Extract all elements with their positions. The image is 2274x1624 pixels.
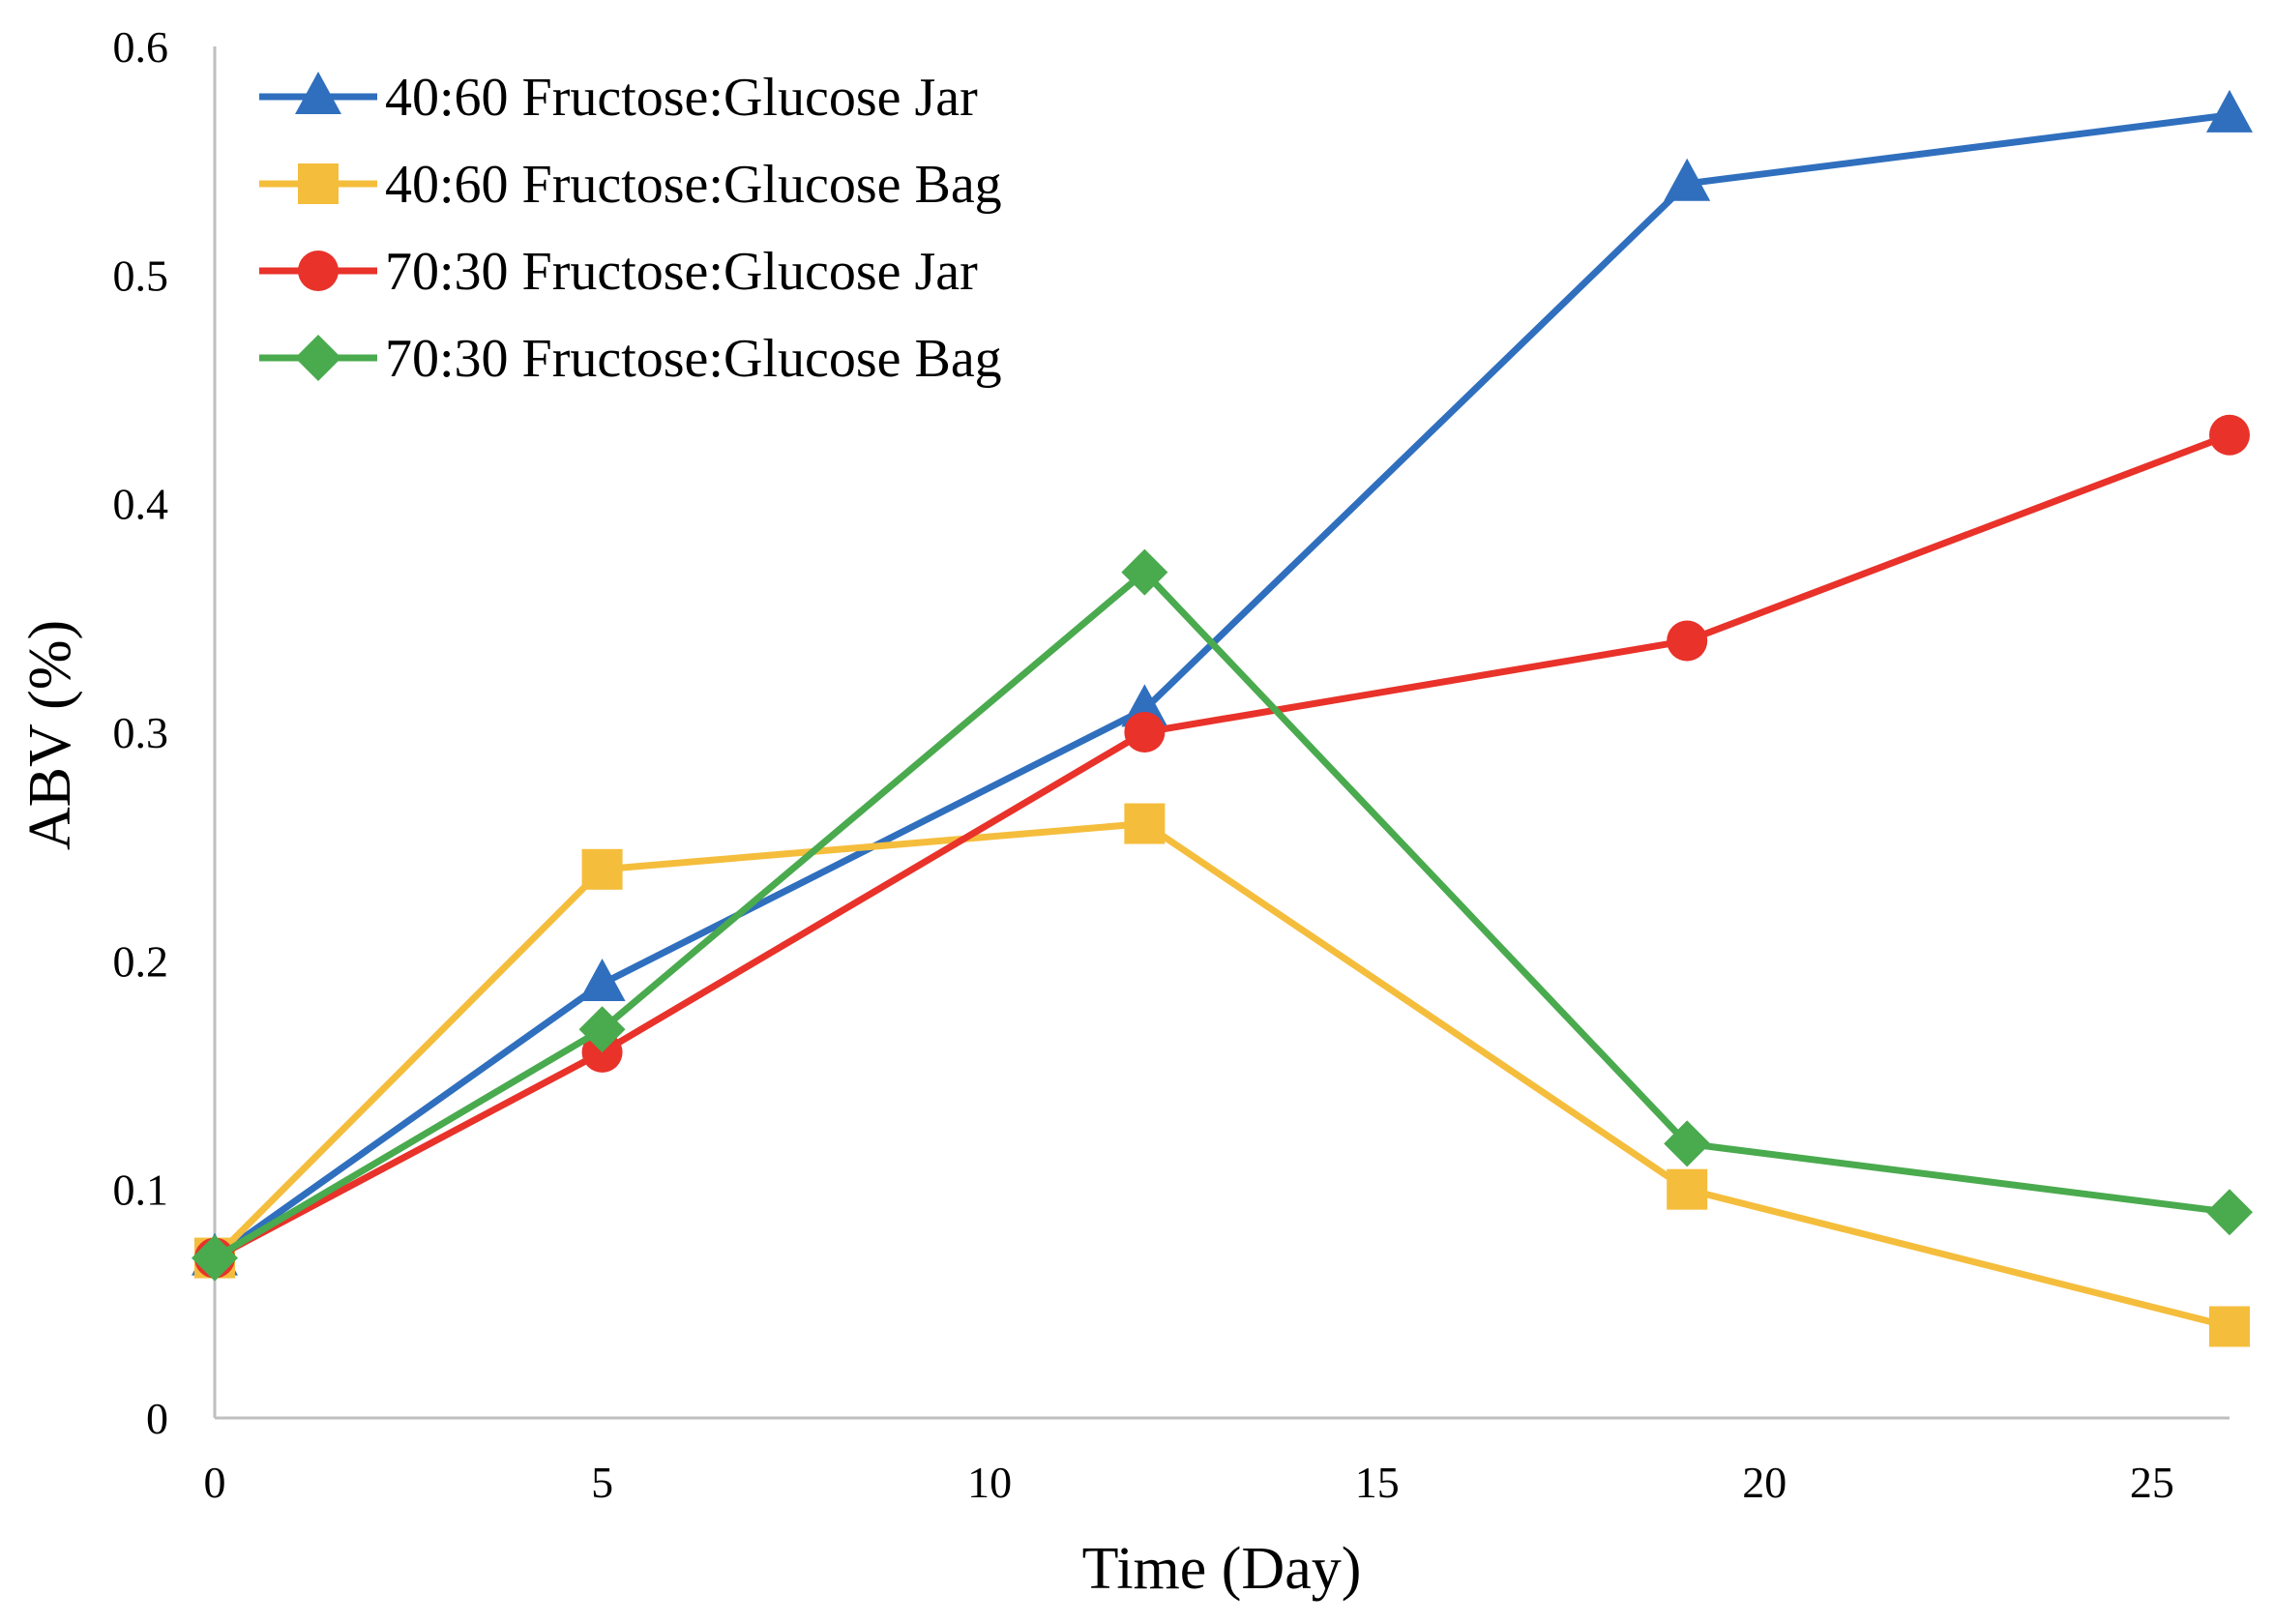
tick-labels: 0 0.1 0.2 0.3 0.4 0.5 0.6 0 5 10 15 20 25 [113,22,2174,1507]
data-point [1124,712,1166,753]
series-2 [194,803,2250,1347]
legend-item: 40:60 Fructose:Glucose Bag [259,155,1002,215]
series-line [213,569,2230,1261]
legend-item: 70:30 Fructose:Glucose Bag [259,329,1002,389]
legend-label: 70:30 Fructose:Glucose Jar [385,242,978,302]
y-tick-label: 0.4 [113,480,169,529]
data-point [2209,1306,2250,1347]
series-layer [192,89,2253,1347]
y-tick-label: 0.5 [113,251,169,300]
data-point [578,1006,626,1053]
data-point [578,958,626,1001]
data-point [1121,548,1168,596]
x-tick-label: 25 [2130,1458,2174,1507]
legend-marker [298,251,339,291]
legend-marker [295,72,341,114]
y-tick-label: 0.3 [113,708,169,757]
legend-item: 70:30 Fructose:Glucose Jar [259,242,978,302]
data-point [1664,1120,1711,1167]
legend: 40:60 Fructose:Glucose Jar 40:60 Fructose… [259,68,1002,389]
y-tick-label: 0.2 [113,936,169,986]
y-tick-label: 0.6 [113,22,169,72]
data-point [192,1234,238,1282]
x-tick-label: 5 [591,1458,613,1507]
series-line [212,820,2230,1330]
data-point [2209,414,2250,456]
legend-item: 40:60 Fructose:Glucose Jar [259,68,978,128]
y-axis-title: ABV (%) [17,620,83,850]
legend-label: 40:60 Fructose:Glucose Jar [385,68,978,128]
x-axis-title: Time (Day) [1082,1536,1362,1602]
x-tick-label: 0 [204,1458,226,1507]
y-tick-label: 0.1 [113,1166,169,1215]
data-point [1667,620,1708,662]
legend-marker [295,335,341,381]
data-point [2206,89,2253,133]
legend-label: 70:30 Fructose:Glucose Bag [385,329,1002,389]
data-point [1667,1168,1708,1210]
data-point [2206,1189,2253,1236]
series-line [213,431,2231,1261]
x-tick-label: 20 [1742,1458,1787,1507]
y-tick-label: 0 [146,1394,168,1443]
data-point [581,848,623,890]
x-tick-label: 15 [1355,1458,1400,1507]
data-point [1124,803,1166,844]
axes [213,46,2230,1420]
legend-label: 40:60 Fructose:Glucose Bag [385,155,1002,215]
series-4 [192,548,2253,1282]
x-tick-label: 10 [967,1458,1012,1507]
series-3 [194,414,2250,1279]
legend-marker [298,163,339,204]
data-point [1664,158,1711,201]
